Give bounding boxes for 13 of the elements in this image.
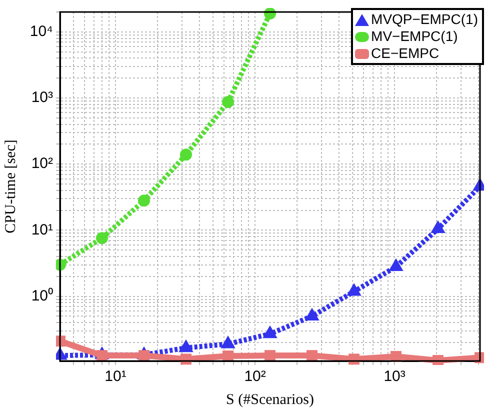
y-tick-label: 10¹ (31, 221, 53, 238)
x-tick-label: 10¹ (104, 368, 126, 386)
legend-label: CE−EMPC (371, 45, 440, 62)
x-tick-label: 10³ (384, 368, 406, 386)
y-axis-title: CPU-time [sec] (2, 140, 19, 234)
x-axis-title: S (#Scenarios) (226, 392, 314, 408)
y-tick-label: 10⁴ (30, 23, 53, 40)
y-tick-label: 10² (31, 155, 53, 172)
x-tick-label: 10² (244, 368, 266, 386)
y-tick-label: 10³ (31, 89, 53, 106)
legend-label: MV−EMPC(1) (371, 28, 458, 45)
legend-label: MVQP−EMPC(1) (371, 11, 478, 28)
y-tick-label: 10⁰ (31, 287, 53, 304)
